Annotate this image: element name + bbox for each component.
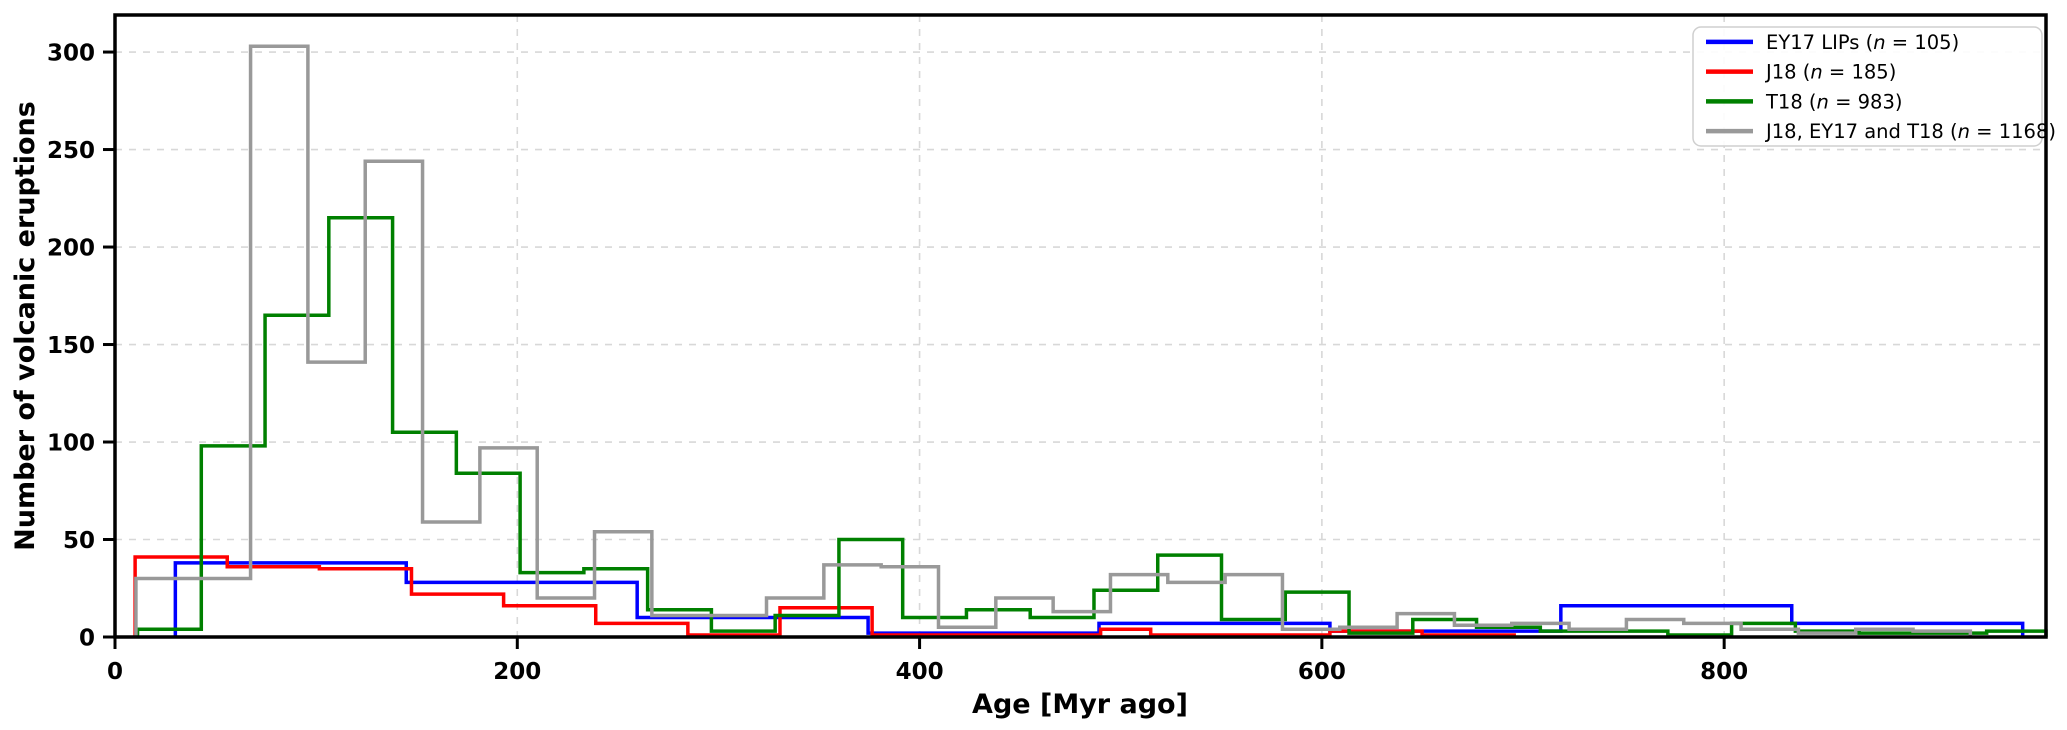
legend: EY17 LIPs (n = 105) J18 (n = 185) T18 (n =… bbox=[1692, 26, 2056, 147]
series-line-j18 bbox=[133, 555, 1516, 637]
x-axis-label: Age [Myr ago] bbox=[972, 689, 1188, 720]
series-line-j18-ey17-and-t18 bbox=[134, 44, 1973, 637]
legend-item-j18: J18 (n = 185) bbox=[1706, 61, 1896, 84]
y-tick-label-200: 200 bbox=[47, 236, 95, 262]
legend-item-t18: T18 (n = 983) bbox=[1706, 90, 1902, 113]
legend-label-t18: T18 (n = 983) bbox=[1765, 90, 1902, 113]
legend-label-j18-ey17-and-t18: J18, EY17 and T18 (n = 1168) bbox=[1764, 120, 2056, 143]
y-tick-label-300: 300 bbox=[47, 41, 95, 67]
x-tick-label-600: 600 bbox=[1298, 659, 1346, 685]
legend-item-j18-ey17-and-t18: J18, EY17 and T18 (n = 1168) bbox=[1706, 120, 2056, 143]
legend-label-ey17-lips: EY17 LIPs (n = 105) bbox=[1766, 31, 1959, 54]
series-lines bbox=[133, 44, 2048, 637]
y-axis-label: Number of volcanic eruptions bbox=[10, 101, 41, 551]
y-tick-label-100: 100 bbox=[47, 431, 95, 457]
legend-label-j18: J18 (n = 185) bbox=[1764, 61, 1896, 84]
x-tick-label-200: 200 bbox=[493, 659, 541, 685]
legend-box bbox=[1692, 26, 2043, 147]
y-tick-label-250: 250 bbox=[47, 138, 95, 164]
x-tick-label-0: 0 bbox=[107, 659, 123, 685]
x-tick-label-400: 400 bbox=[896, 659, 944, 685]
y-tick-label-50: 50 bbox=[63, 528, 95, 554]
series-line-t18 bbox=[135, 216, 2048, 637]
tick-labels: 0 200 400 600 800 0 50 100 150 200 250 300 bbox=[47, 41, 1748, 685]
x-tick-label-800: 800 bbox=[1700, 659, 1748, 685]
y-tick-label-150: 150 bbox=[47, 333, 95, 359]
plot-border bbox=[113, 13, 2048, 639]
axis-ticks bbox=[103, 50, 1726, 649]
y-tick-label-0: 0 bbox=[79, 626, 95, 652]
legend-item-ey17-lips: EY17 LIPs (n = 105) bbox=[1706, 31, 1959, 54]
